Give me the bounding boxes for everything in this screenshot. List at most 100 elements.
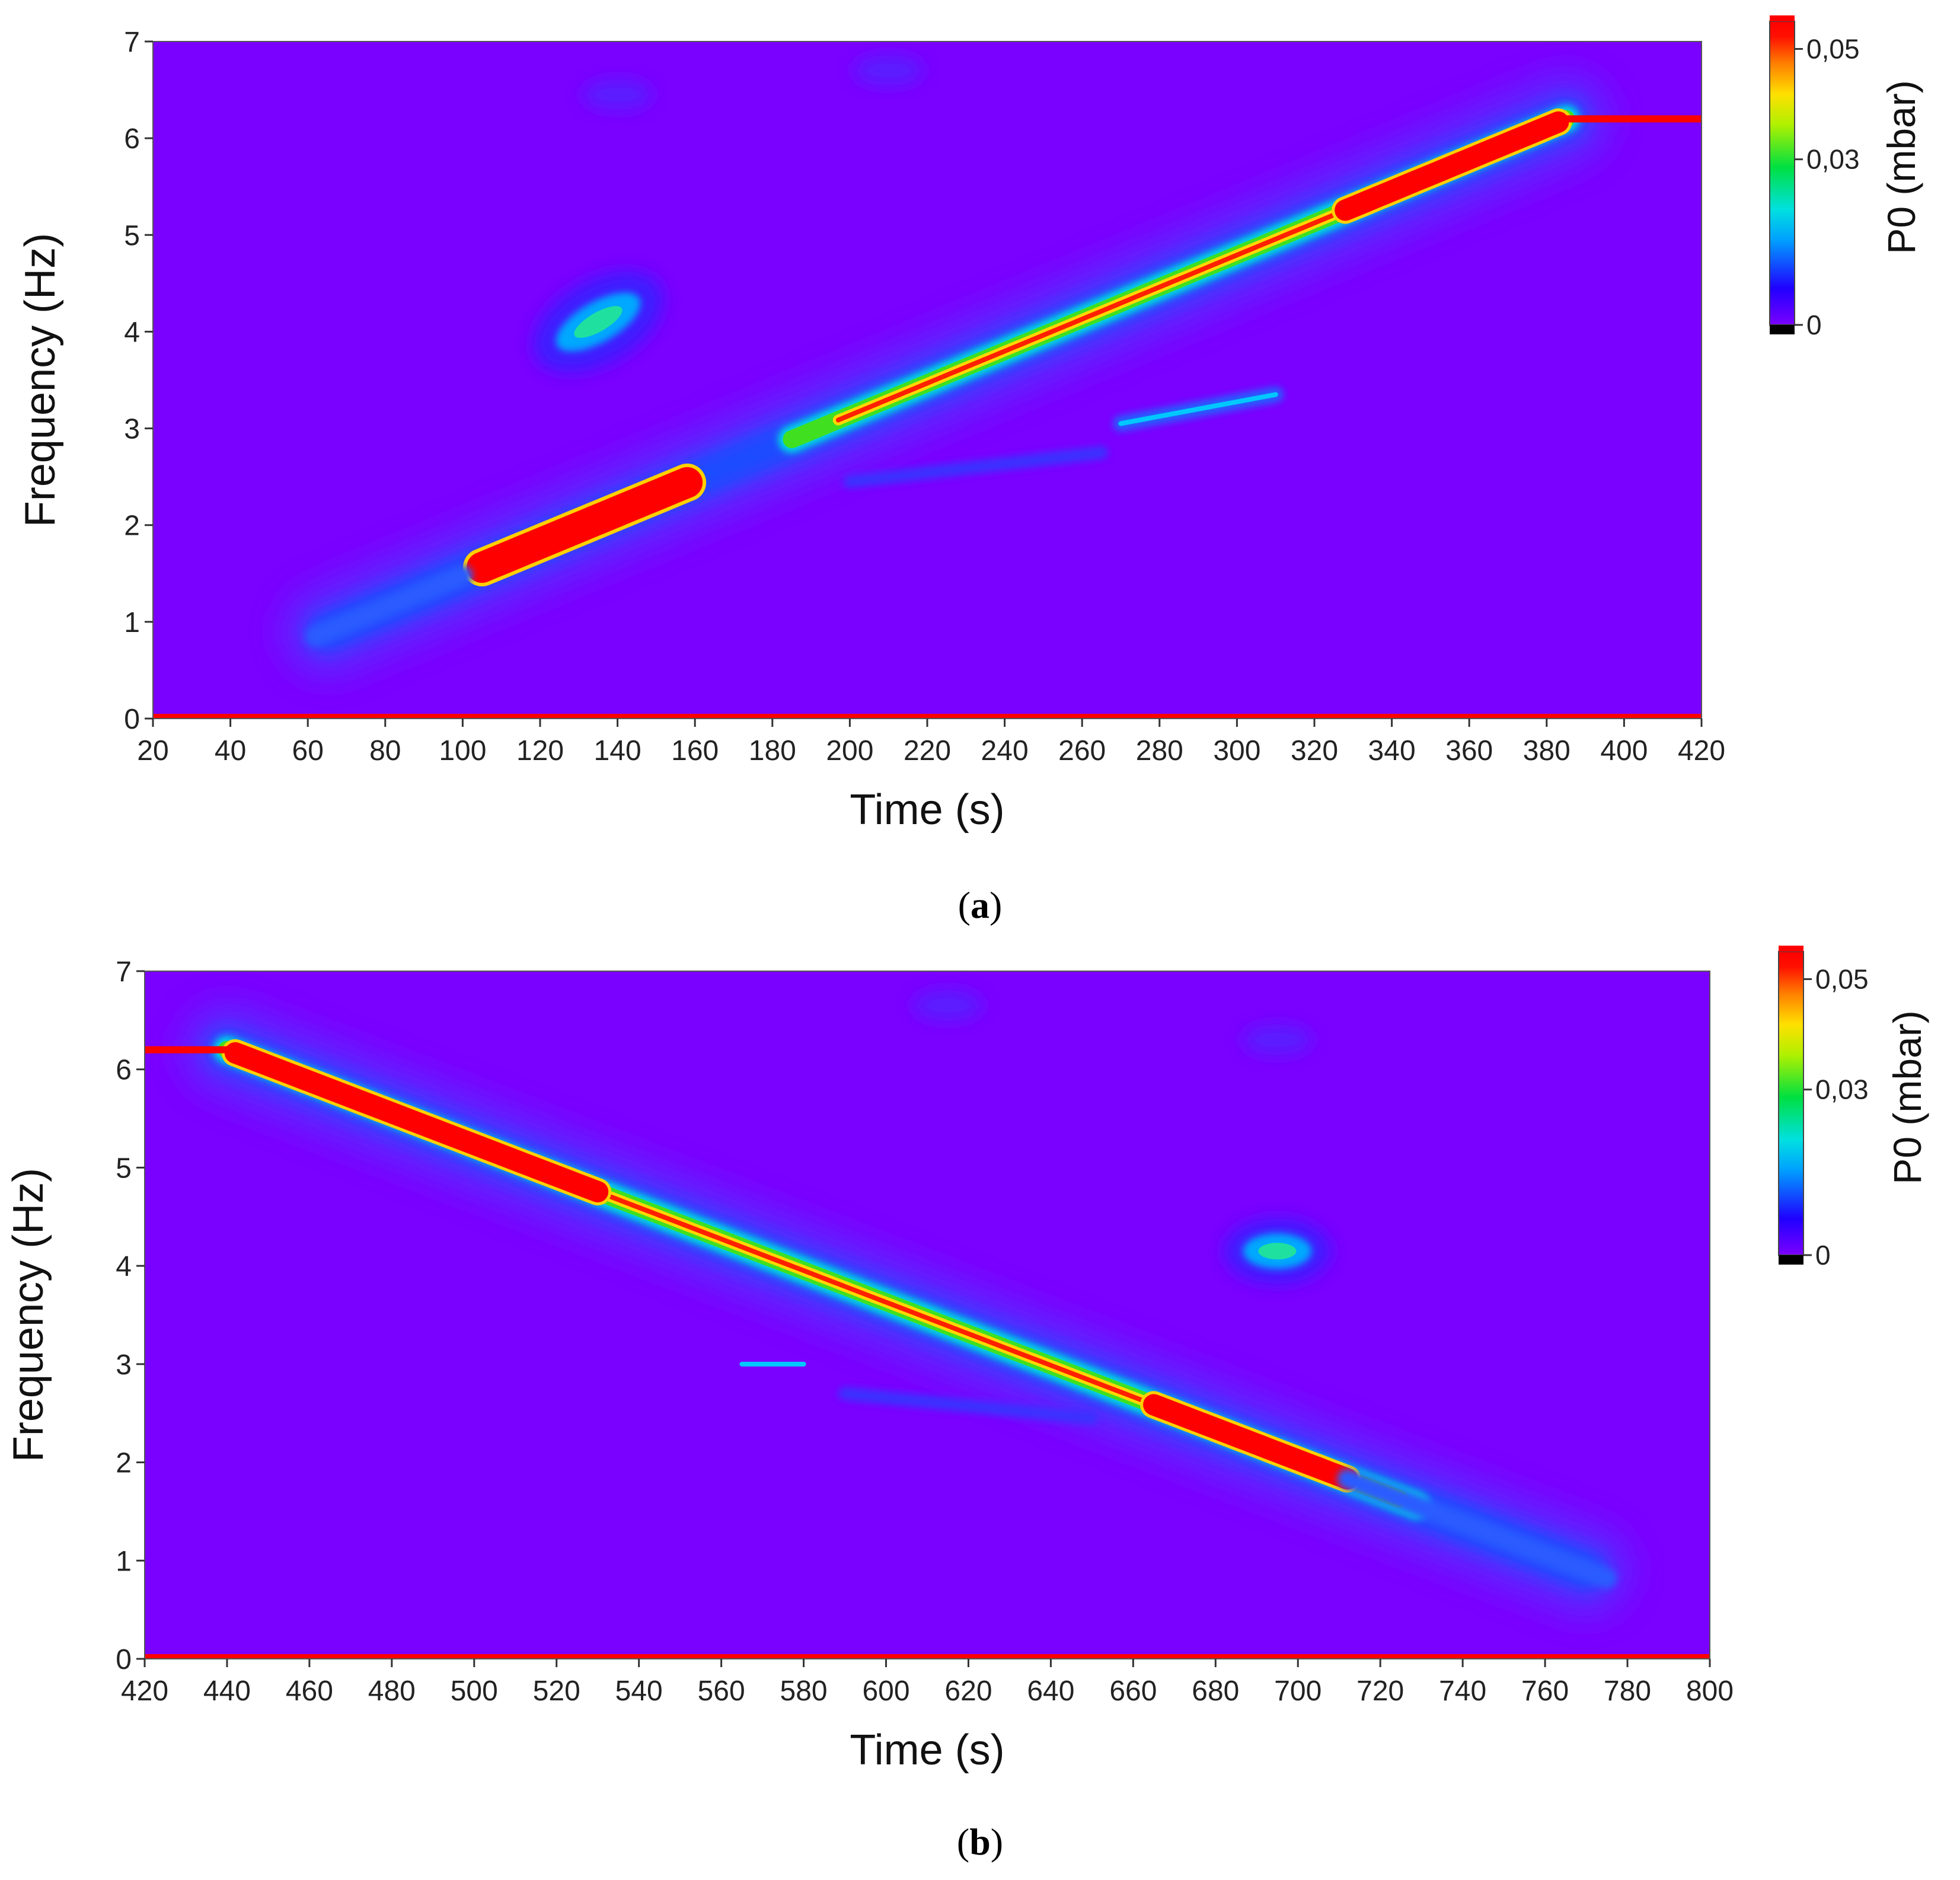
blob-core	[574, 306, 623, 338]
x-tick-label: 460	[286, 1675, 333, 1707]
plot-border	[144, 971, 1710, 1659]
ridge-tail	[305, 565, 473, 647]
panel-a-caption: (a)	[957, 884, 1003, 926]
faint-smudge	[1241, 1024, 1313, 1055]
y-axis-label: Frequency (Hz)	[17, 233, 64, 527]
colorbar-over	[1779, 946, 1803, 952]
x-tick-label: 780	[1604, 1675, 1651, 1707]
x-tick-label: 360	[1445, 735, 1493, 767]
x-tick-label: 200	[826, 735, 873, 767]
faint-ridge	[843, 446, 1108, 489]
peak-red	[1335, 111, 1569, 221]
x-tick-label: 720	[1356, 1675, 1404, 1707]
ridge-tail	[1337, 1469, 1617, 1589]
x-tick-label: 560	[698, 1675, 745, 1707]
faint-smudge	[582, 79, 653, 110]
peak-red	[467, 467, 703, 583]
x-tick-label: 80	[369, 735, 401, 767]
x-tick-label: 760	[1521, 1675, 1569, 1707]
panel-b-caption: (b)	[956, 1821, 1004, 1863]
x-tick-label: 180	[749, 735, 796, 767]
y-tick-label: 1	[116, 1546, 132, 1577]
colorbar-under	[1779, 1255, 1803, 1265]
x-tick-label: 600	[862, 1675, 909, 1707]
x-tick-label: 260	[1058, 735, 1106, 767]
x-tick-label: 540	[615, 1675, 663, 1707]
y-tick-label: 7	[124, 27, 140, 58]
y-tick-label: 3	[116, 1349, 132, 1381]
colorbar-label: P0 (mbar)	[1885, 1010, 1929, 1184]
panel-a: 0 1 2 3 4 5 6 7 20 40 60 80 100 120 140 160 180 200 220 240…	[17, 15, 1923, 834]
panel-b: 0 1 2 3 4 5 6 7 420 440 460 480 500 520 540 560 580 600 62…	[5, 946, 1929, 1774]
peak-red	[224, 1042, 609, 1203]
y-tick-label: 0	[124, 704, 140, 735]
colorbar-under	[1770, 325, 1795, 334]
colorbar-tick-label: 0,05	[1815, 964, 1869, 995]
x-tick-label: 300	[1213, 735, 1260, 767]
x-tick-label: 40	[215, 735, 246, 767]
x-tick-label: 660	[1109, 1675, 1157, 1707]
x-tick-label: 140	[594, 735, 641, 767]
y-tick-label: 2	[116, 1448, 132, 1479]
x-tick-label: 580	[780, 1675, 828, 1707]
y-tick-label: 0	[116, 1644, 132, 1675]
y-axis-label: Frequency (Hz)	[5, 1168, 52, 1462]
blob-core	[1258, 1243, 1297, 1260]
y-tick-label: 6	[124, 123, 140, 155]
faint-ridge	[838, 1387, 1099, 1425]
colorbar-tick-label: 0	[1806, 309, 1822, 340]
x-tick-label: 340	[1368, 735, 1416, 767]
x-tick-label: 800	[1686, 1675, 1734, 1707]
x-tick-label: 100	[439, 735, 486, 767]
faint-smudge	[853, 55, 924, 86]
y-tick-label: 7	[116, 956, 132, 988]
x-tick-label: 60	[292, 735, 324, 767]
secondary-ridge	[1118, 392, 1278, 426]
x-tick-label: 640	[1027, 1675, 1074, 1707]
panel-b-label: b	[969, 1821, 991, 1863]
x-tick-label: 20	[137, 735, 168, 767]
x-tick-label: 680	[1192, 1675, 1239, 1707]
x-tick-label: 480	[368, 1675, 416, 1707]
y-tick-label: 4	[116, 1251, 132, 1282]
x-tick-label: 400	[1600, 735, 1648, 767]
x-tick-label: 740	[1439, 1675, 1486, 1707]
y-tick-label: 5	[124, 220, 140, 251]
faint-smudge	[912, 990, 984, 1021]
x-axis-label: Time (s)	[850, 1726, 1004, 1774]
y-tick-label: 3	[124, 414, 140, 445]
x-tick-label: 220	[904, 735, 951, 767]
x-tick-label: 380	[1523, 735, 1570, 767]
y-tick-label: 4	[124, 317, 140, 348]
colorbar	[1778, 951, 1804, 1256]
x-tick-label: 500	[451, 1675, 498, 1707]
x-tick-label: 620	[944, 1675, 992, 1707]
panel-a-label: a	[971, 884, 989, 926]
y-tick-label: 5	[116, 1153, 132, 1184]
colorbar-tick-label: 0,03	[1806, 144, 1860, 175]
x-tick-label: 240	[981, 735, 1029, 767]
x-axis-label: Time (s)	[850, 786, 1004, 834]
x-tick-label: 420	[1678, 735, 1725, 767]
colorbar-label: P0 (mbar)	[1879, 80, 1923, 254]
colorbar-tick-label: 0,03	[1815, 1074, 1869, 1105]
y-tick-label: 2	[124, 510, 140, 542]
peak-red	[1143, 1394, 1358, 1490]
x-tick-label: 120	[516, 735, 564, 767]
y-tick-label: 6	[116, 1055, 132, 1086]
heatmap-features	[145, 990, 1710, 1659]
x-tick-label: 160	[671, 735, 719, 767]
x-tick-label: 700	[1274, 1675, 1321, 1707]
x-tick-label: 520	[533, 1675, 580, 1707]
colorbar-tick-label: 0	[1815, 1240, 1831, 1271]
x-tick-label: 280	[1136, 735, 1183, 767]
colorbar-over	[1770, 15, 1795, 21]
x-tick-label: 440	[203, 1675, 251, 1707]
x-tick-label: 420	[121, 1675, 168, 1707]
colorbar-tick-label: 0,05	[1806, 34, 1860, 65]
heatmap-features	[153, 55, 1702, 719]
colorbar	[1769, 21, 1795, 325]
y-tick-label: 1	[124, 607, 140, 639]
x-tick-label: 320	[1291, 735, 1338, 767]
